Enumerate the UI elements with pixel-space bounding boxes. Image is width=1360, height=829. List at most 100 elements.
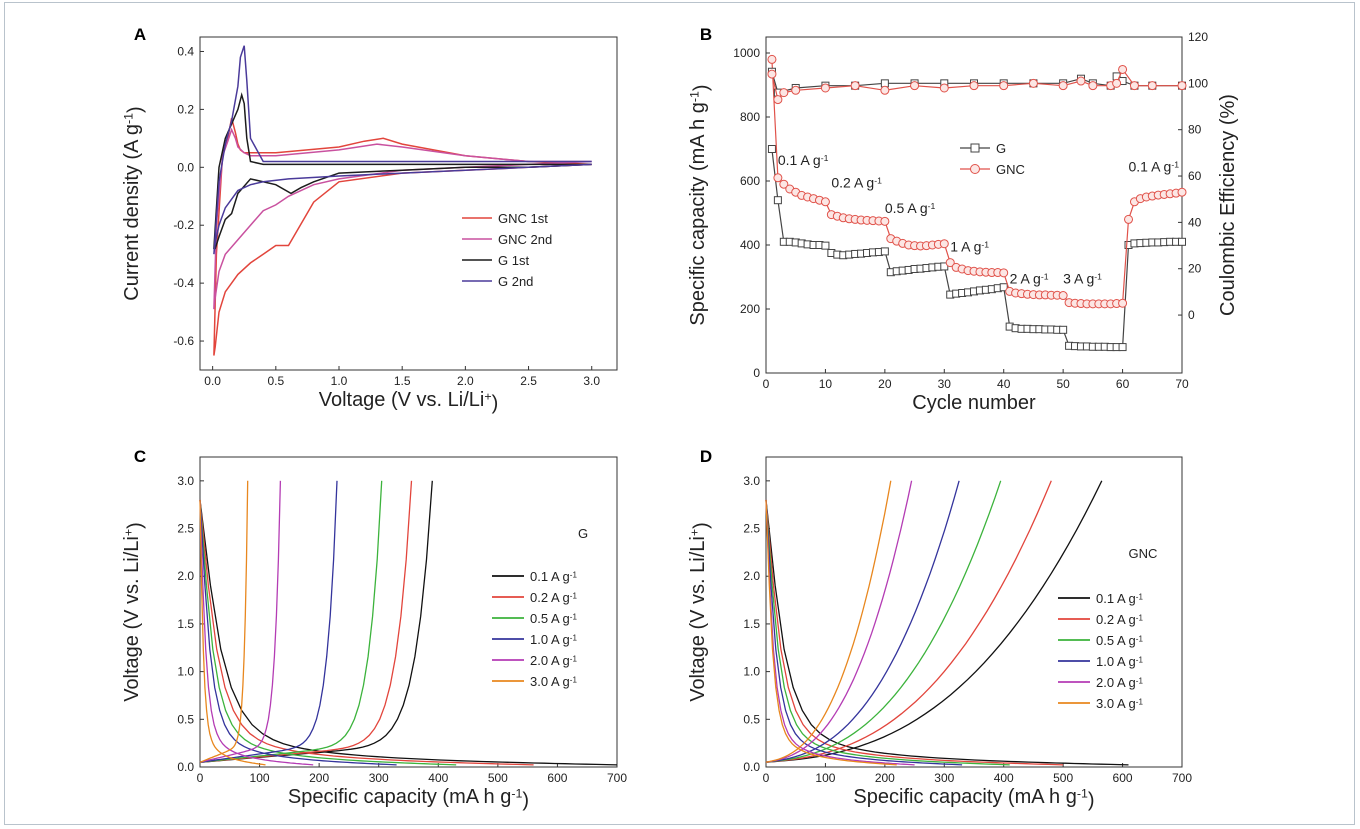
data-point-gnc-right: [939, 83, 949, 93]
x-tick-label: 200: [875, 771, 895, 785]
y-tick-label: 1.0: [177, 665, 194, 679]
series-line-g-2nd: [213, 45, 592, 255]
x-tick-label: 50: [1056, 377, 1070, 391]
discharge-curve: [199, 499, 314, 766]
x-tick-label: 40: [997, 377, 1011, 391]
x-tick-label: 1.0: [331, 374, 348, 388]
y-tick-label: 0.0: [177, 760, 194, 774]
rate-annotation: 0.5 A g-1: [885, 200, 936, 216]
plot-frame-d: [765, 456, 1183, 768]
y-tick-label: 400: [740, 238, 760, 252]
data-point-gnc-right: [773, 95, 783, 105]
data-point-gnc-left: [1058, 291, 1068, 301]
y-tick-label: 1.5: [177, 617, 194, 631]
legend-label: 1.0 A g-1: [530, 632, 577, 647]
discharge-curve: [765, 499, 1010, 766]
rate-annotation: 3 A g-1: [1063, 270, 1102, 286]
x-tick-label: 100: [250, 771, 270, 785]
panel-c: 0 100 200 300 400 500 600 700 0.0 0.5 1.0 1.5 2.0 2.5…: [121, 456, 627, 811]
legend-label: 0.5 A g-1: [530, 611, 577, 626]
x-tick-label: 2.0: [457, 374, 474, 388]
plot-frame-b: [765, 36, 1183, 374]
data-point-gnc-right: [1088, 81, 1098, 91]
legend-label: 3.0 A g-1: [1096, 696, 1143, 711]
y-tick-label: 0: [753, 366, 760, 380]
x-tick-label: 60: [1116, 377, 1130, 391]
legend-title: GNC: [1129, 546, 1158, 561]
discharge-curve: [199, 499, 534, 766]
discharge-curve: [199, 499, 618, 766]
x-tick-label: 200: [309, 771, 329, 785]
data-point-g-left: [767, 145, 776, 153]
panel-label-c: C: [134, 447, 146, 466]
y-tick-label: 2.0: [177, 569, 194, 583]
series-line-gnc-1st: [213, 117, 592, 356]
series-line-gnc-2nd: [213, 127, 592, 310]
data-point-gnc-right: [910, 81, 920, 91]
charge-curve: [765, 480, 913, 763]
x-tick-label: 700: [1172, 771, 1192, 785]
legend-label: 0.2 A g-1: [530, 590, 577, 605]
data-point-g-left: [999, 283, 1008, 292]
x-tick-label: 700: [607, 771, 627, 785]
legend-label: GNC: [996, 162, 1025, 177]
data-point-gnc-left: [880, 216, 890, 226]
plot-frame-a: [199, 36, 618, 371]
data-point-gnc-right: [1147, 81, 1157, 91]
charge-curve: [199, 480, 338, 763]
x-tick-label: 10: [819, 377, 833, 391]
discharge-curve: [199, 499, 397, 766]
data-point-gnc-left: [1177, 187, 1187, 197]
figure-frame: [4, 2, 1355, 825]
panel-label-b: B: [700, 25, 712, 44]
discharge-curve: [765, 499, 963, 766]
y-tick-label: 200: [740, 302, 760, 316]
data-point-gnc-left: [999, 268, 1009, 278]
y2-axis-label: Coulombic Efficiency (%): [1217, 94, 1239, 316]
legend-title: G: [578, 526, 588, 541]
data-point-gnc-right: [779, 88, 789, 98]
x-axis-label: Cycle number: [912, 392, 1036, 414]
y-tick-label: 0.0: [743, 760, 760, 774]
x-tick-label: 300: [369, 771, 389, 785]
charge-curve: [199, 480, 383, 763]
data-point-gnc-right: [1129, 81, 1139, 91]
y-tick-label: -0.4: [173, 276, 194, 290]
discharge-curve: [765, 499, 1129, 766]
data-point-g-left: [821, 241, 830, 250]
data-point-g-left: [940, 262, 949, 271]
data-point-gnc-left: [945, 258, 955, 268]
x-tick-label: 100: [815, 771, 835, 785]
data-point-gnc-left: [1118, 298, 1128, 308]
data-point-g-left: [1178, 237, 1186, 246]
discharge-curve: [199, 499, 266, 766]
x-tick-label: 400: [994, 771, 1014, 785]
y-tick-label: 1.0: [743, 665, 760, 679]
y-tick-label: 0.0: [177, 160, 194, 174]
discharge-curve: [765, 499, 1064, 766]
y-tick-label: 0.4: [177, 44, 194, 58]
x-tick-label: 300: [934, 771, 954, 785]
y2-tick-label: 80: [1188, 123, 1202, 137]
charge-curve: [765, 480, 1103, 763]
data-point-gnc-right: [1058, 81, 1068, 91]
x-tick-label: 500: [488, 771, 508, 785]
y2-tick-label: 60: [1188, 169, 1202, 183]
data-point-gnc-right: [1177, 81, 1187, 91]
plot-frame-c: [199, 456, 618, 768]
legend-label: 1.0 A g-1: [1096, 654, 1143, 669]
data-point-g-left: [1118, 343, 1127, 352]
y-tick-label: 600: [740, 174, 760, 188]
data-point-gnc-right: [791, 85, 801, 95]
data-point-gnc-left: [773, 173, 783, 183]
y-tick-label: 3.0: [743, 474, 760, 488]
data-point-g-right: [880, 79, 889, 88]
y-tick-label: 3.0: [177, 474, 194, 488]
data-point-gnc-left: [1124, 214, 1134, 224]
charge-curve: [765, 480, 1052, 763]
y-axis-label: Specific capacity (mA h g-1): [687, 84, 712, 325]
charge-curve: [765, 480, 960, 763]
y2-tick-label: 20: [1188, 262, 1202, 276]
charge-curve: [765, 480, 1002, 763]
